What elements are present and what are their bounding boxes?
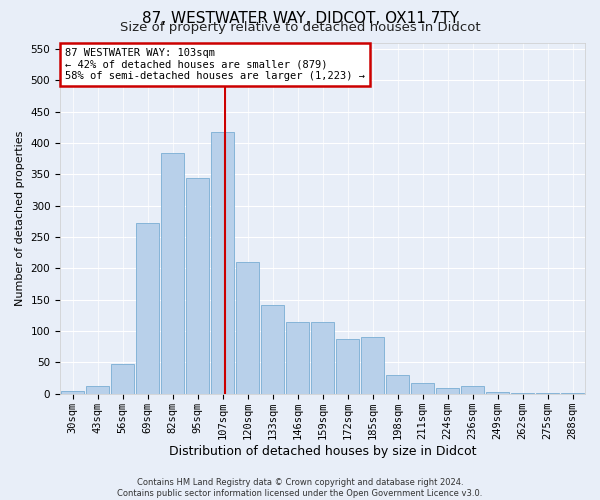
Bar: [86, 386, 109, 394]
Bar: [110, 364, 134, 394]
Bar: [211, 132, 235, 394]
Bar: [536, 393, 559, 394]
Bar: [511, 392, 535, 394]
Bar: [260, 304, 284, 394]
Bar: [410, 382, 434, 394]
Bar: [311, 322, 334, 394]
Bar: [461, 386, 484, 394]
Y-axis label: Number of detached properties: Number of detached properties: [15, 130, 25, 306]
Bar: [236, 262, 259, 394]
Bar: [386, 375, 409, 394]
Bar: [485, 392, 509, 394]
Text: Size of property relative to detached houses in Didcot: Size of property relative to detached ho…: [119, 21, 481, 34]
Bar: [361, 338, 385, 394]
Bar: [136, 223, 160, 394]
X-axis label: Distribution of detached houses by size in Didcot: Distribution of detached houses by size …: [169, 444, 476, 458]
Text: 87 WESTWATER WAY: 103sqm
← 42% of detached houses are smaller (879)
58% of semi-: 87 WESTWATER WAY: 103sqm ← 42% of detach…: [65, 48, 365, 81]
Bar: [61, 390, 85, 394]
Bar: [286, 322, 310, 394]
Text: Contains HM Land Registry data © Crown copyright and database right 2024.
Contai: Contains HM Land Registry data © Crown c…: [118, 478, 482, 498]
Bar: [335, 338, 359, 394]
Bar: [560, 392, 584, 394]
Bar: [161, 153, 184, 394]
Bar: [185, 178, 209, 394]
Bar: [436, 388, 460, 394]
Text: 87, WESTWATER WAY, DIDCOT, OX11 7TY: 87, WESTWATER WAY, DIDCOT, OX11 7TY: [142, 11, 458, 26]
